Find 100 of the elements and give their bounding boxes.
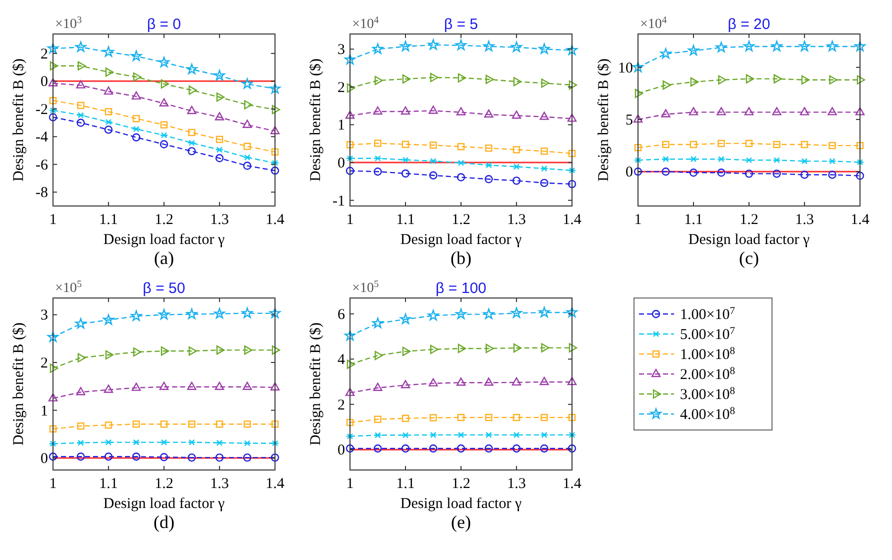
point [634,88,644,98]
point [104,108,112,116]
point [270,440,280,446]
y-axis-title: Design benefit B ($) [11,322,27,446]
text: ×10$^{5}$ [55,278,82,296]
point [484,432,493,438]
point [188,420,196,428]
point [400,380,410,388]
point [800,107,810,116]
point [456,444,466,453]
point [216,345,225,355]
text: (a) [154,248,174,268]
point [510,307,522,318]
point [269,308,281,318]
point [50,61,58,71]
point [634,168,642,176]
point [132,420,140,428]
point [771,40,782,52]
point [798,40,810,52]
x-tick-label: 1.4 [266,212,285,228]
text: ×10$^{3}$ [55,14,82,32]
point [243,162,252,170]
point [401,156,410,163]
point [485,144,492,152]
point [512,444,521,453]
point [188,439,196,446]
x-tick-label: 1.1 [684,212,703,228]
text: (e) [451,512,471,532]
point [186,308,198,320]
point [160,420,168,428]
point [243,440,252,446]
point [104,384,114,393]
point [513,77,522,86]
point [746,74,754,84]
point [801,75,810,84]
point [104,126,113,134]
point [688,44,700,56]
point [244,345,252,355]
point [242,382,252,390]
point [662,156,670,162]
point [216,92,225,102]
point [633,114,643,123]
point [567,114,577,122]
point [215,440,224,446]
point [800,140,808,148]
point [78,353,86,362]
point [346,155,354,162]
point [483,40,494,52]
point [772,170,781,178]
y-tick-label: -4 [36,130,48,146]
point [75,41,86,52]
point [540,178,548,188]
point [829,75,838,84]
point [429,171,438,180]
point [854,40,866,52]
point [400,40,412,52]
point [456,173,466,182]
x-tick-label: 1.2 [154,476,174,492]
point [214,382,224,390]
point [800,158,809,164]
y-tick-label: 4 [338,352,346,368]
point [76,80,86,88]
x-axis-title: Design load factor γ [688,232,810,248]
point [486,344,494,354]
point [689,156,698,162]
point [160,121,168,128]
legend-label: 1.00×10$^{8}$ [680,346,735,363]
x-tick-label: 1.4 [850,212,870,228]
point [429,432,438,438]
point [346,166,354,175]
point [828,107,837,116]
point [346,444,354,453]
point [160,140,168,148]
point [158,56,170,68]
point [244,100,252,110]
point [512,176,521,185]
point [541,78,550,88]
point [130,310,142,321]
point [160,79,170,89]
x-tick-label: 1.2 [740,212,758,228]
point [76,118,85,127]
point [187,382,196,390]
point [346,360,356,369]
point [540,376,549,386]
point [484,444,493,453]
point [540,432,548,438]
y-tick-label: 10 [618,60,633,76]
point [346,418,354,426]
y-tick-label: 2 [338,80,345,96]
point [568,180,576,188]
legend-label: 4.00×10$^{8}$ [680,406,735,423]
point [105,350,114,360]
point [132,115,140,122]
legend-label: 3.00×10$^{8}$ [680,386,735,403]
point [374,416,382,423]
point [402,346,411,356]
point [538,43,550,54]
point [373,382,382,391]
point [214,308,226,319]
point [690,77,699,87]
